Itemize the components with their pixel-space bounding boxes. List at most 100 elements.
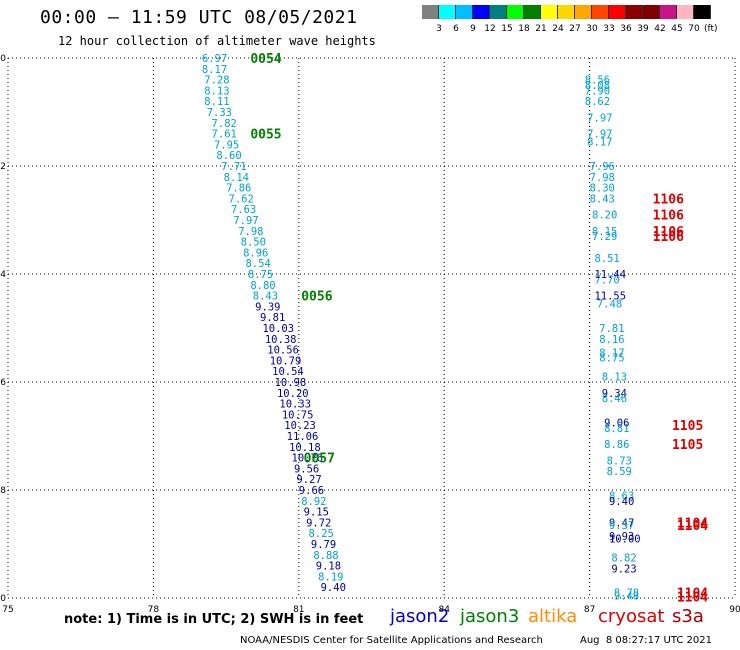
- pass-number-label: 1104: [677, 516, 708, 531]
- color-scale-label: 24: [552, 24, 564, 34]
- wave-height-value: 8.43: [590, 193, 615, 205]
- pass-number-label: 1104: [677, 587, 708, 602]
- legend-item-s3a: s3a: [672, 606, 704, 627]
- color-scale-swatch: [643, 5, 660, 19]
- wave-height-value: 6.97: [202, 53, 227, 65]
- y-tick-label: -10: [0, 594, 6, 604]
- color-scale-swatch: [677, 5, 694, 19]
- wave-height-value: 8.30: [590, 183, 615, 195]
- pass-number-label: 1104: [677, 590, 708, 605]
- color-scale-swatch: [660, 5, 677, 19]
- wave-height-value: 8.75: [599, 353, 624, 365]
- wave-height-value: 8.25: [308, 528, 333, 540]
- wave-height-value: 9.79: [311, 539, 336, 551]
- wave-height-value: 11.55: [594, 291, 626, 303]
- wave-height-value: 7.86: [226, 183, 251, 195]
- color-scale-unit: (ft): [704, 24, 718, 34]
- wave-height-value: 8.50: [241, 237, 266, 249]
- wave-height-value: 9.72: [306, 517, 331, 529]
- wave-height-value: 8.14: [224, 172, 249, 184]
- wave-height-value: 7.48: [597, 299, 622, 311]
- color-scale-label: 33: [603, 24, 615, 34]
- wave-height-value: 9.93: [609, 531, 634, 543]
- color-scale-label: 30: [586, 24, 598, 34]
- pass-number-label: 1106: [653, 230, 684, 245]
- wave-height-value: 7.98: [590, 172, 615, 184]
- wave-height-value: 8.75: [248, 269, 273, 281]
- wave-height-value: 8.15: [592, 226, 617, 238]
- wave-height-value: 8.17: [599, 347, 624, 359]
- pass-number-label: 1104: [677, 519, 708, 534]
- wave-height-value: 8.60: [216, 150, 241, 162]
- wave-height-value: 7.82: [212, 118, 237, 130]
- wave-height-value: 7.97: [587, 112, 612, 124]
- wave-height-value: 10.98: [275, 377, 307, 389]
- note-text: note: 1) Time is in UTC; 2) SWH is in fe…: [64, 612, 364, 627]
- color-scale-swatch: [473, 5, 490, 19]
- wave-height-value: 9.06: [604, 418, 629, 430]
- page-subtitle: 12 hour collection of altimeter wave hei…: [58, 34, 376, 48]
- y-tick-label: 0: [0, 54, 6, 64]
- color-scale-label: 3: [436, 24, 442, 34]
- wave-height-value: 8.17: [202, 64, 227, 76]
- wave-height-value: 7.29: [592, 231, 617, 243]
- color-scale-swatch: [456, 5, 473, 19]
- wave-height-value: 7.97: [587, 129, 612, 141]
- color-scale-label: 12: [484, 24, 496, 34]
- wave-height-value: 7.28: [204, 75, 229, 87]
- x-tick-label: 78: [148, 605, 160, 615]
- color-scale-label: 15: [501, 24, 513, 34]
- x-tick-label: 90: [729, 605, 740, 615]
- wave-height-value: 8.43: [253, 291, 278, 303]
- color-scale-swatch: [626, 5, 643, 19]
- wave-height-value: 8.17: [587, 137, 612, 149]
- wave-height-value: 8.08: [585, 80, 610, 92]
- wave-height-value: 10.18: [289, 442, 321, 454]
- color-scale-swatch: [524, 5, 541, 19]
- color-scale-label: 45: [671, 24, 683, 34]
- wave-height-value: 11.44: [594, 269, 626, 281]
- color-scale-label: 39: [637, 24, 649, 34]
- y-tick-label: -2: [0, 162, 6, 172]
- footer-credit: NOAA/NESDIS Center for Satellite Applica…: [240, 635, 543, 646]
- color-scale-label: 9: [470, 24, 476, 34]
- wave-height-value: 8.20: [592, 210, 617, 222]
- wave-height-value: 9.40: [609, 496, 634, 508]
- wave-height-value: 8.11: [204, 96, 229, 108]
- wave-height-value: 9.66: [299, 485, 324, 497]
- wave-height-value: 8.62: [585, 96, 610, 108]
- wave-height-value: 10.20: [277, 388, 309, 400]
- y-tick-label: -6: [0, 378, 6, 388]
- wave-height-value: 7.63: [231, 204, 256, 216]
- pass-number-label: 1106: [653, 209, 684, 224]
- wave-height-value: 10.38: [265, 334, 297, 346]
- wave-height-value: 7.70: [594, 274, 619, 286]
- color-scale-label: 70: [688, 24, 700, 34]
- wave-height-value: 8.92: [301, 496, 326, 508]
- color-scale-swatch: [694, 5, 711, 19]
- legend-item-altika: altika: [528, 606, 578, 627]
- wave-height-value: 10.33: [279, 399, 311, 411]
- wave-height-value: 8.96: [243, 247, 268, 259]
- color-scale-swatch: [609, 5, 626, 19]
- wave-height-value: 10.54: [272, 366, 304, 378]
- wave-height-value: 10.79: [270, 355, 302, 367]
- wave-height-value: 7.97: [233, 215, 258, 227]
- wave-height-value: 8.51: [594, 253, 619, 265]
- wave-height-value: 8.56: [585, 75, 610, 87]
- wave-height-value: 8.80: [250, 280, 275, 292]
- wave-height-value: 8.78: [614, 588, 639, 600]
- color-scale-swatch: [490, 5, 507, 19]
- legend-item-jason2: jason2: [390, 606, 450, 627]
- wave-height-value: 8.88: [313, 550, 338, 562]
- wave-height-value: 10.75: [282, 409, 314, 421]
- wave-height-value: 9.18: [316, 561, 341, 573]
- pass-number-label: 0056: [301, 290, 332, 305]
- legend-item-jason3: jason3: [460, 606, 520, 627]
- color-scale-swatch: [541, 5, 558, 19]
- color-scale-swatch: [558, 5, 575, 19]
- y-tick-label: -8: [0, 486, 6, 496]
- y-tick-label: -4: [0, 270, 6, 280]
- color-scale-label: 42: [654, 24, 666, 34]
